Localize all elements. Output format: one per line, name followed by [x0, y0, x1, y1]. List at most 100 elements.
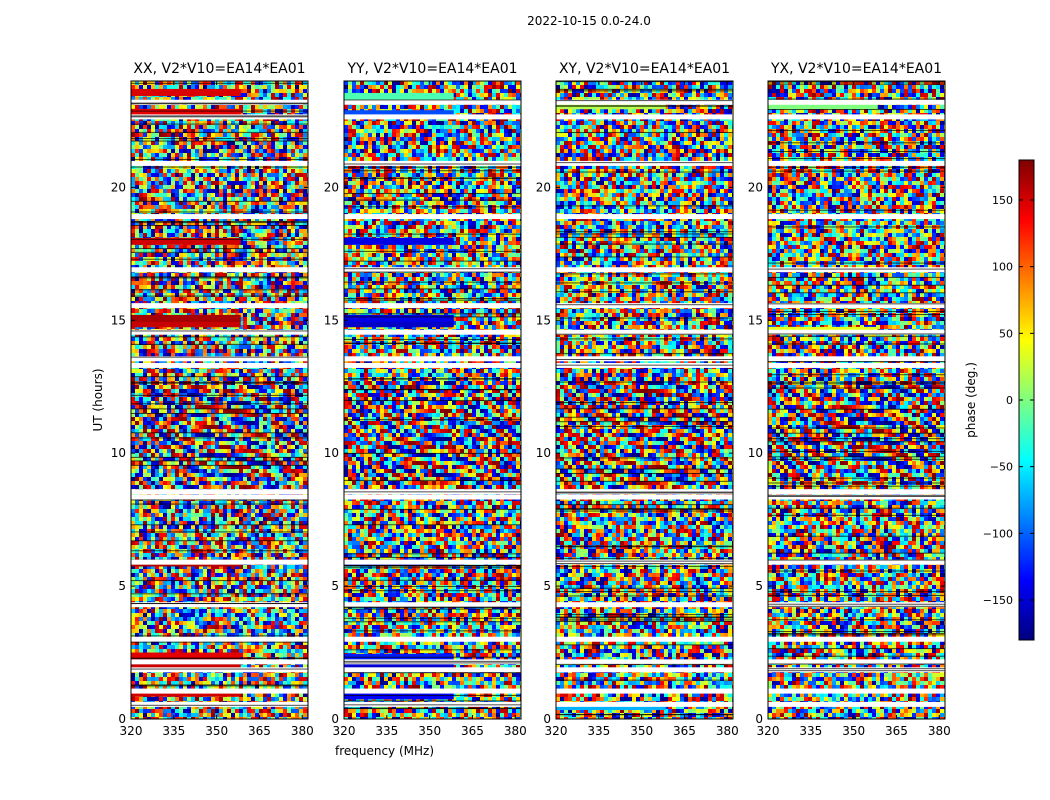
- phase-cell: [267, 369, 271, 373]
- phase-cell: [203, 481, 207, 485]
- phase-cell: [239, 125, 243, 129]
- phase-cell: [271, 449, 275, 453]
- phase-cell: [163, 469, 167, 473]
- phase-cell: [171, 145, 175, 149]
- phase-cell: [227, 261, 231, 265]
- phase-cell: [203, 129, 207, 133]
- phase-cell: [171, 481, 175, 485]
- phase-cell: [187, 457, 191, 461]
- phase-cell: [151, 285, 155, 289]
- phase-cell: [179, 281, 183, 285]
- phase-cell: [219, 425, 223, 429]
- phase-cell: [135, 521, 139, 525]
- phase-cell: [295, 133, 299, 137]
- phase-cell: [283, 465, 287, 469]
- phase-cell: [275, 521, 279, 525]
- phase-cell: [283, 97, 287, 101]
- phase-cell: [147, 417, 151, 421]
- phase-cell: [155, 333, 159, 337]
- phase-cell: [223, 441, 227, 445]
- phase-cell: [279, 177, 283, 181]
- phase-cell: [227, 105, 231, 109]
- phase-cell: [199, 205, 203, 209]
- phase-cell: [263, 349, 267, 353]
- phase-cell: [155, 261, 159, 265]
- phase-cell: [155, 397, 159, 401]
- phase-cell: [303, 313, 307, 317]
- phase-cell: [295, 441, 299, 445]
- phase-cell: [251, 145, 255, 149]
- phase-cell: [295, 121, 299, 125]
- phase-cell: [143, 173, 147, 177]
- phase-cell: [247, 505, 251, 509]
- phase-cell: [151, 405, 155, 409]
- phase-cell: [243, 197, 247, 201]
- phase-cell: [159, 169, 163, 173]
- phase-cell: [299, 149, 303, 153]
- phase-cell: [191, 397, 195, 401]
- phase-cell: [251, 209, 255, 213]
- phase-cell: [259, 273, 263, 277]
- phase-cell: [239, 425, 243, 429]
- phase-cell: [207, 193, 211, 197]
- phase-cell: [247, 189, 251, 193]
- phase-cell: [195, 513, 199, 517]
- phase-cell: [151, 345, 155, 349]
- phase-cell: [299, 189, 303, 193]
- phase-cell: [223, 245, 227, 249]
- phase-cell: [191, 289, 195, 293]
- phase-cell: [163, 465, 167, 469]
- phase-cell: [227, 173, 231, 177]
- phase-cell: [243, 433, 247, 437]
- phase-cell: [227, 501, 231, 505]
- phase-cell: [235, 289, 239, 293]
- phase-cell: [147, 385, 151, 389]
- phase-cell: [247, 169, 251, 173]
- phase-cell: [207, 377, 211, 381]
- phase-cell: [291, 457, 295, 461]
- phase-cell: [303, 501, 307, 505]
- phase-cell: [191, 309, 195, 313]
- phase-cell: [147, 377, 151, 381]
- phase-cell: [147, 433, 151, 437]
- phase-cell: [199, 85, 203, 89]
- phase-cell: [255, 321, 259, 325]
- phase-cell: [231, 333, 235, 337]
- phase-cell: [235, 353, 239, 357]
- phase-cell: [303, 233, 307, 237]
- phase-cell: [203, 349, 207, 353]
- phase-cell: [131, 149, 135, 153]
- phase-cell: [235, 141, 239, 145]
- phase-cell: [183, 261, 187, 265]
- phase-cell: [287, 185, 291, 189]
- phase-cell: [247, 457, 251, 461]
- phase-cell: [187, 185, 191, 189]
- phase-cell: [187, 341, 191, 345]
- phase-cell: [203, 341, 207, 345]
- phase-cell: [195, 405, 199, 409]
- phase-cell: [215, 373, 219, 377]
- phase-cell: [247, 301, 251, 305]
- phase-cell: [219, 201, 223, 205]
- phase-cell: [199, 349, 203, 353]
- phase-cell: [215, 265, 219, 269]
- phase-cell: [179, 133, 183, 137]
- phase-cell: [215, 285, 219, 289]
- phase-cell: [203, 189, 207, 193]
- phase-cell: [175, 261, 179, 265]
- phase-cell: [135, 377, 139, 381]
- phase-cell: [283, 417, 287, 421]
- phase-cell: [135, 349, 139, 353]
- phase-cell: [131, 409, 135, 413]
- phase-cell: [287, 265, 291, 269]
- phase-cell: [263, 473, 267, 477]
- phase-cell: [243, 445, 247, 449]
- phase-cell: [231, 245, 235, 249]
- phase-cell: [283, 413, 287, 417]
- phase-cell: [227, 473, 231, 477]
- phase-cell: [291, 281, 295, 285]
- phase-cell: [279, 149, 283, 153]
- phase-cell: [235, 265, 239, 269]
- phase-cell: [239, 389, 243, 393]
- phase-cell: [291, 97, 295, 101]
